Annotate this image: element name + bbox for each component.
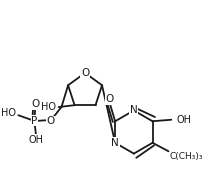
- Text: O: O: [106, 94, 114, 104]
- Text: C(CH₃)₃: C(CH₃)₃: [169, 152, 203, 161]
- Text: O: O: [81, 68, 89, 78]
- Text: P: P: [31, 116, 37, 126]
- Text: HO: HO: [41, 102, 56, 112]
- Text: OH: OH: [29, 135, 44, 145]
- Text: N: N: [111, 138, 119, 148]
- Text: OH: OH: [177, 115, 192, 125]
- Text: HO: HO: [1, 108, 16, 118]
- Text: N: N: [130, 105, 138, 115]
- Text: O: O: [31, 99, 39, 109]
- Text: O: O: [46, 116, 54, 126]
